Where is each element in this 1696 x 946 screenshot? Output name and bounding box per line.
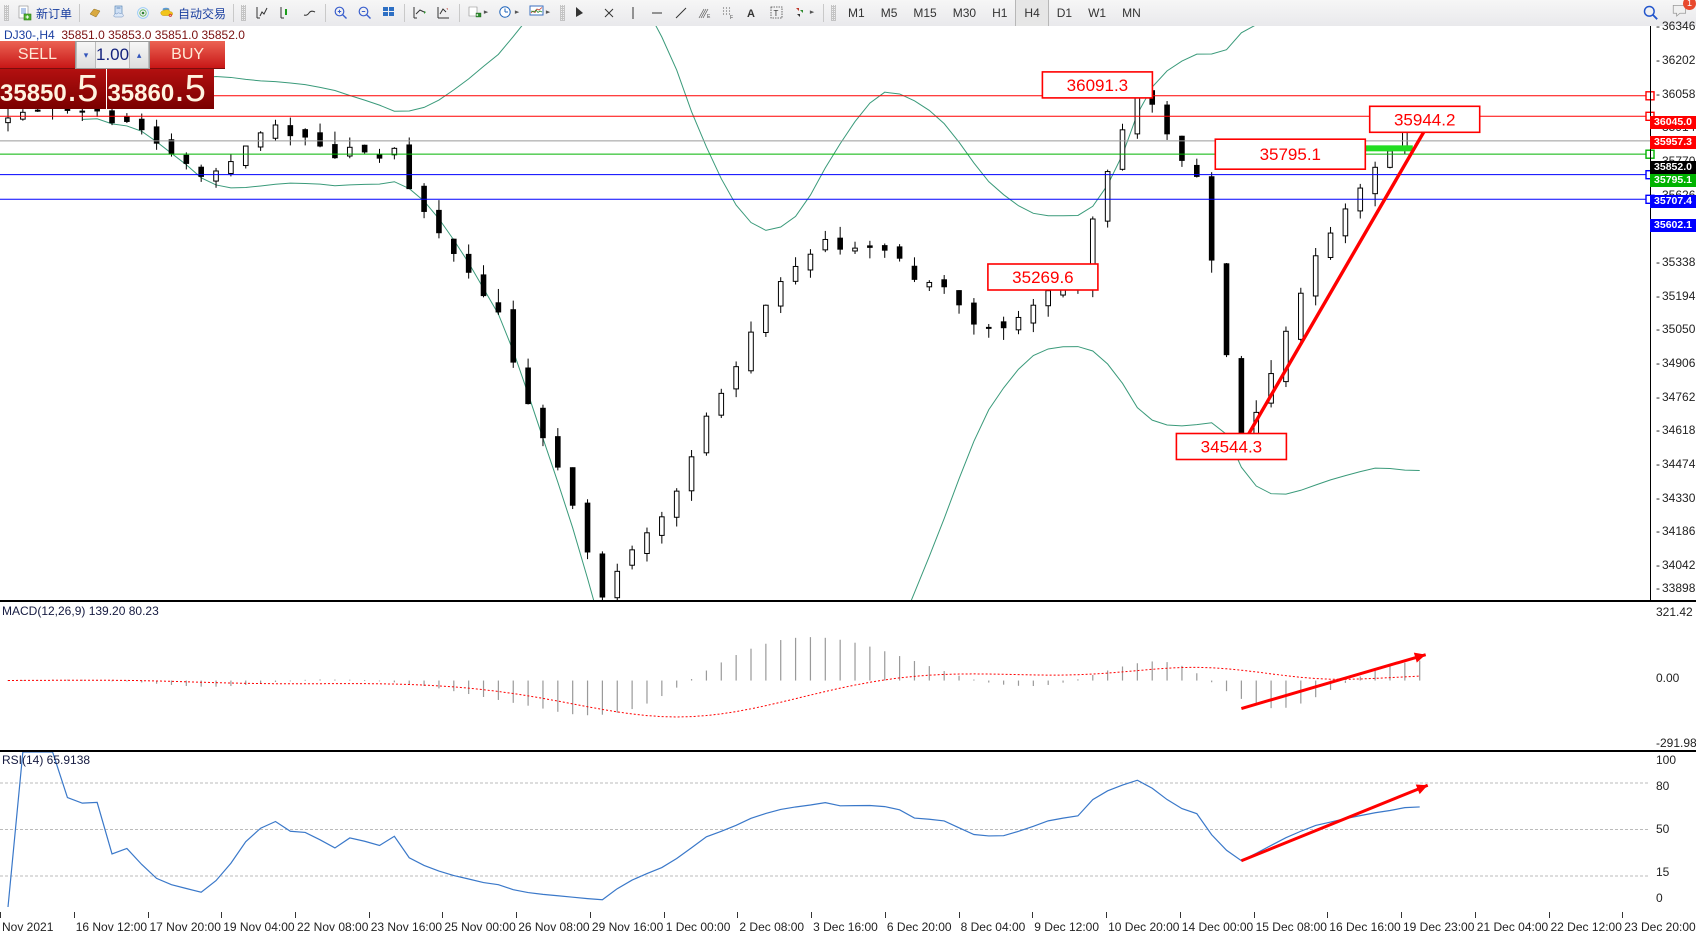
svg-text:A: A <box>747 8 755 20</box>
svg-text:35944.2: 35944.2 <box>1394 110 1455 129</box>
svg-text:34544.3: 34544.3 <box>1201 438 1262 457</box>
svg-text:36091.3: 36091.3 <box>1067 76 1128 95</box>
svg-text:35795.1: 35795.1 <box>1260 145 1321 164</box>
svg-text:F: F <box>730 15 733 21</box>
svg-text:T: T <box>774 9 779 18</box>
svg-text:35269.6: 35269.6 <box>1012 268 1073 287</box>
svg-text:E: E <box>707 14 711 20</box>
